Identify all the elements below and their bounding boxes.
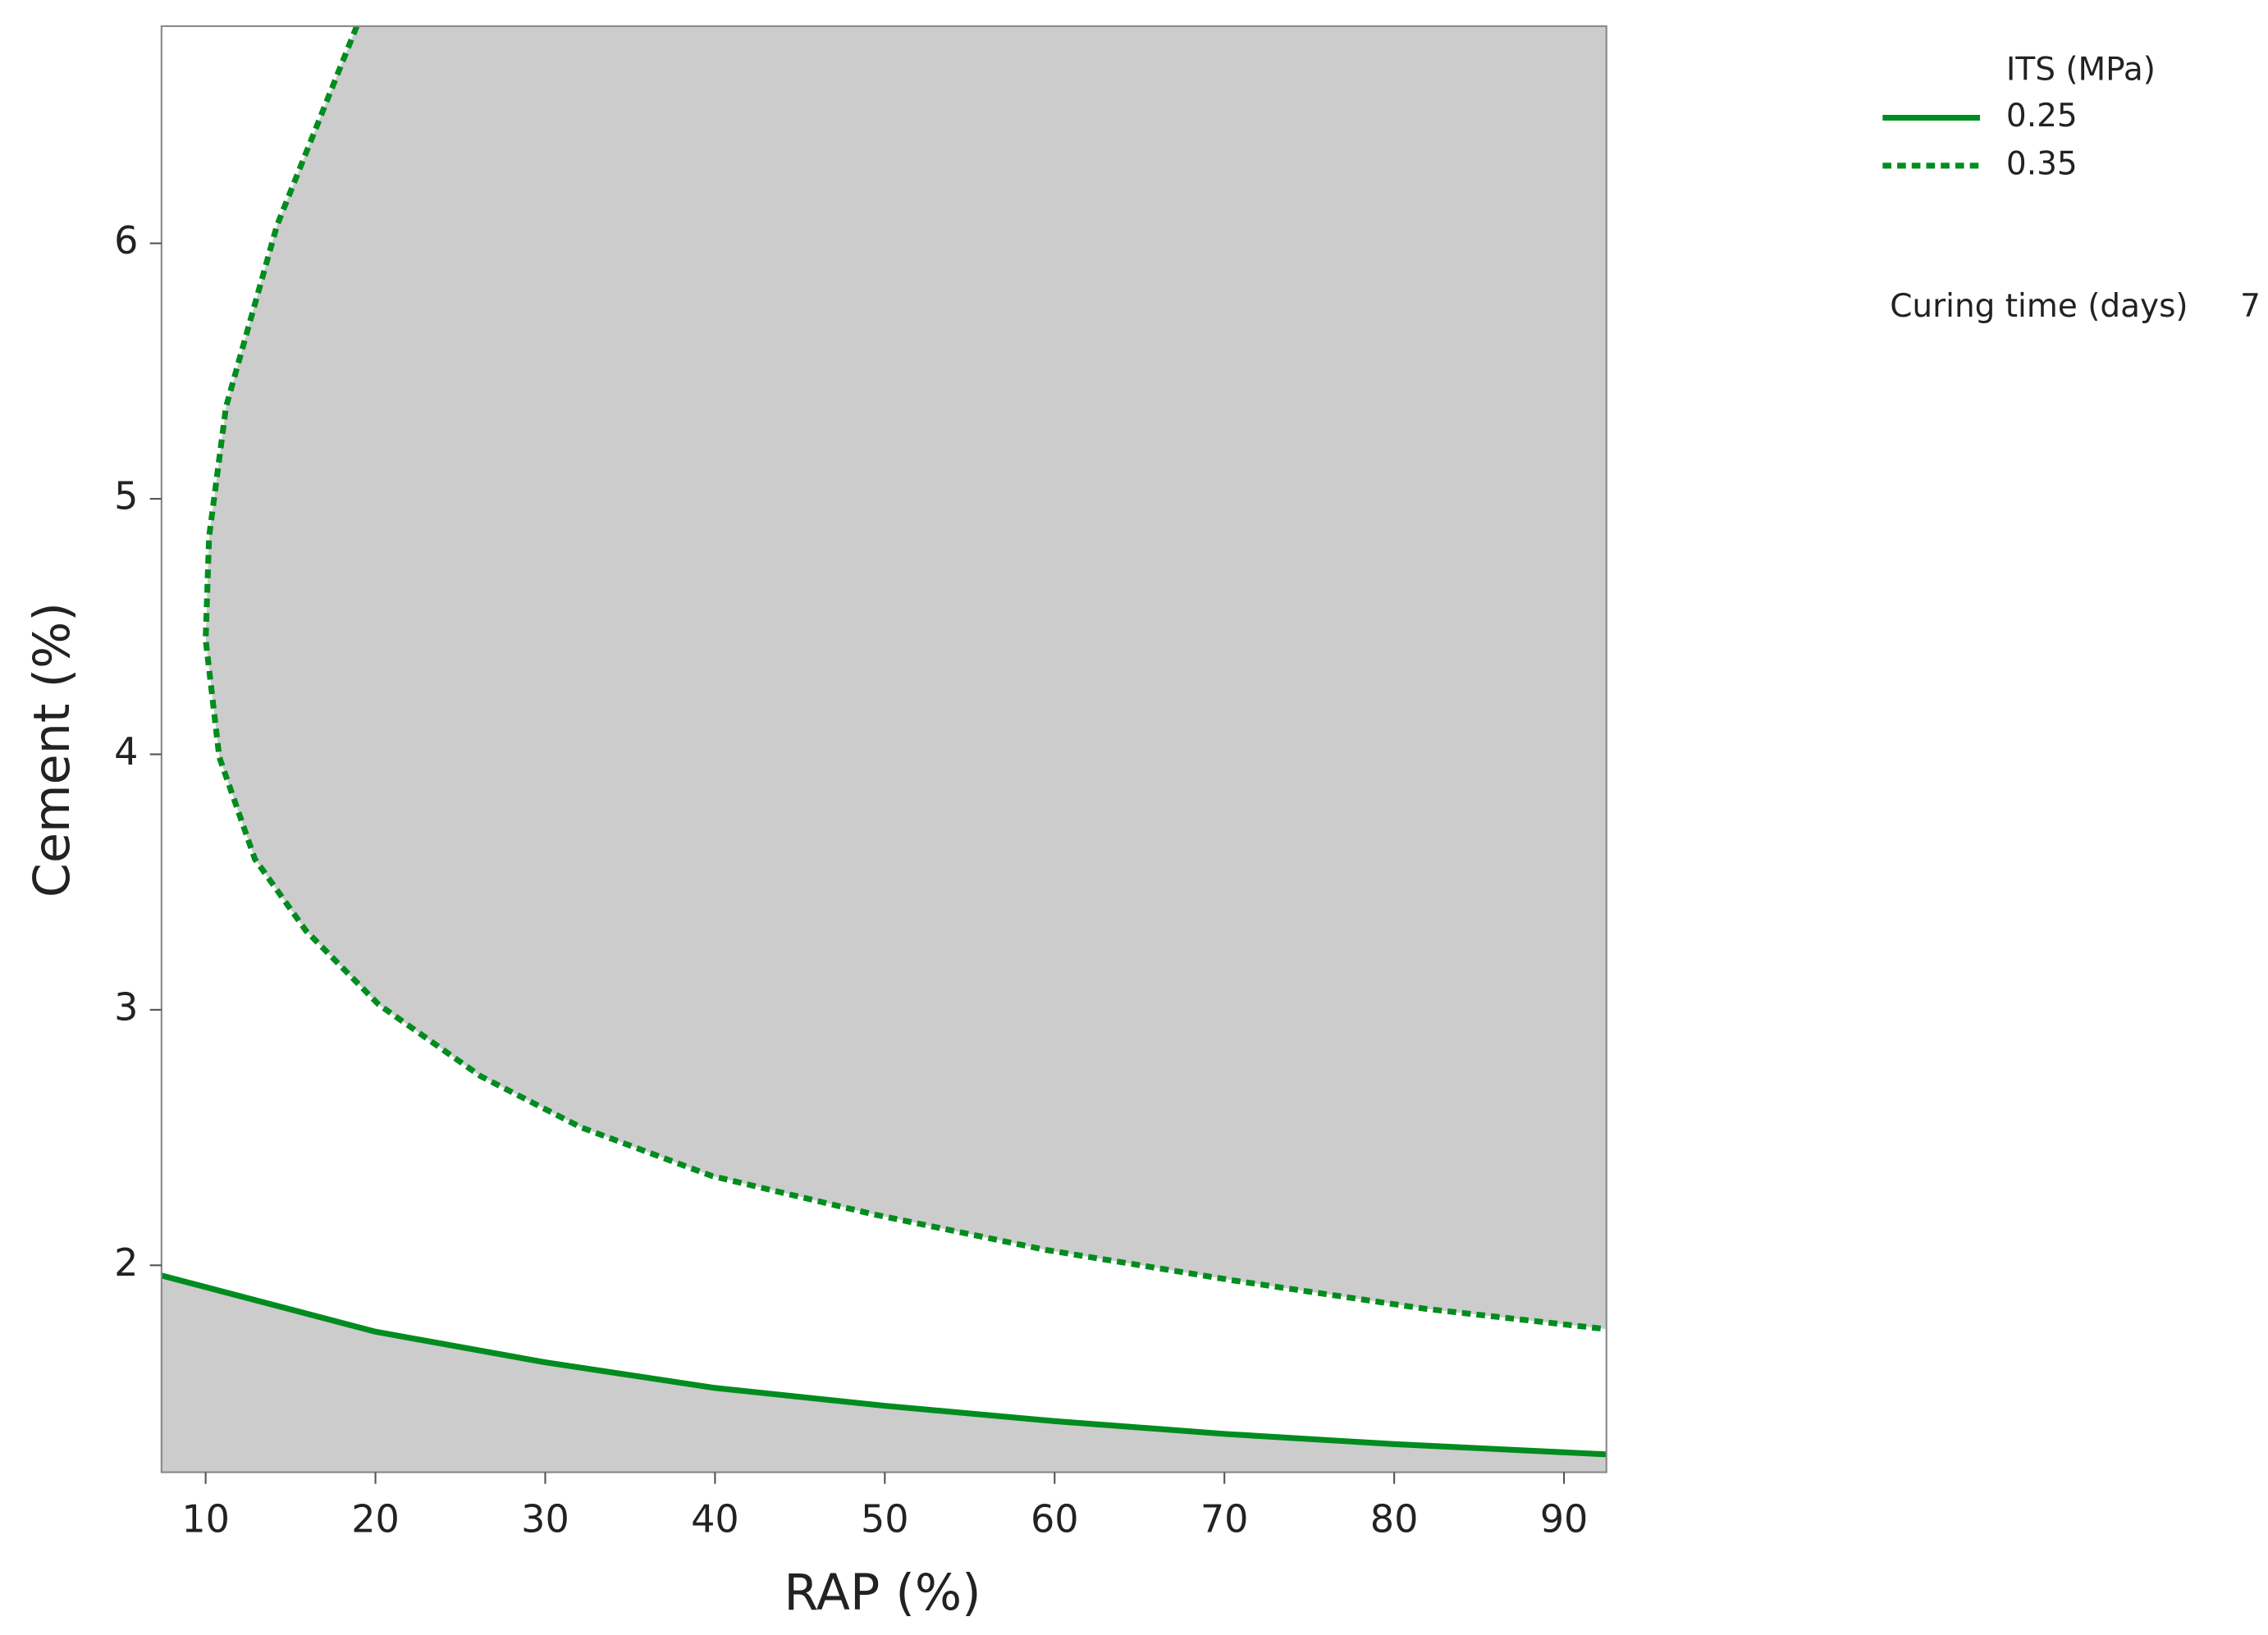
x-tick-label: 80: [1370, 1496, 1419, 1541]
hold-value: 7: [2240, 288, 2261, 325]
contour-line: [161, 1272, 1607, 1458]
plot-area: [161, 25, 1607, 1473]
x-tick-label: 20: [351, 1496, 400, 1541]
legend-label: 0.35: [2006, 145, 2078, 182]
shaded-region: [161, 1275, 1607, 1473]
x-tick-label: 60: [1031, 1496, 1079, 1541]
y-tick-label: 5: [114, 474, 138, 518]
x-tick-label: 30: [521, 1496, 569, 1541]
y-tick-label: 2: [114, 1240, 138, 1285]
x-tick-label: 10: [181, 1496, 230, 1541]
y-tick-label: 6: [114, 218, 138, 263]
plot-content: [161, 25, 1607, 1473]
contour-line: [203, 25, 1607, 1332]
hold-label: Curing time (days): [1890, 288, 2188, 325]
x-tick-label: 90: [1540, 1496, 1589, 1541]
shaded-region: [205, 25, 1607, 1330]
y-tick-label: 4: [114, 729, 138, 774]
legend-label: 0.25: [2006, 98, 2078, 135]
x-axis-label: RAP (%): [784, 1564, 981, 1622]
y-tick-label: 3: [114, 984, 138, 1029]
x-tick-label: 70: [1200, 1496, 1249, 1541]
x-tick-label: 50: [861, 1496, 909, 1541]
y-axis-label: Cement (%): [24, 602, 81, 897]
legend-title: ITS (MPa): [2006, 51, 2156, 88]
x-tick-label: 40: [691, 1496, 739, 1541]
